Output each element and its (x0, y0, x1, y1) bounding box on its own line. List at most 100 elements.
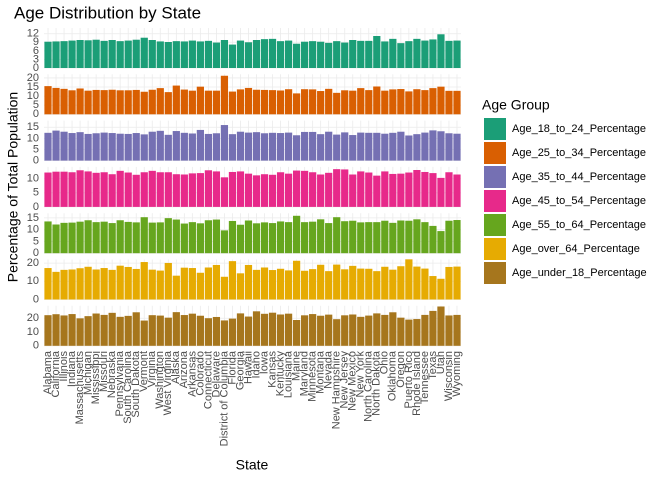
bar (357, 268, 365, 300)
bar (341, 269, 349, 300)
bar (445, 40, 453, 68)
bar (349, 40, 357, 68)
bar (92, 133, 100, 161)
bar (260, 267, 269, 300)
x-tick-label: New York (355, 351, 367, 398)
bar (132, 312, 140, 346)
bar (325, 271, 333, 300)
x-tick-label: Arizona (178, 350, 190, 388)
y-tick-label: 0 (33, 247, 39, 259)
bar (124, 172, 132, 207)
bar (52, 171, 60, 207)
bar (100, 221, 108, 254)
x-tick-label: Hawaii (242, 351, 254, 384)
bar (301, 315, 309, 346)
bar (132, 39, 140, 68)
bar (188, 268, 196, 300)
x-tick-label: Alaska (170, 350, 182, 384)
x-tick-label: South Dakota (130, 350, 142, 418)
bar (92, 313, 100, 346)
bar (220, 177, 229, 207)
bar (325, 223, 333, 254)
bar (52, 130, 60, 161)
bar (132, 89, 140, 115)
x-tick-label: Wisconsin (443, 351, 455, 401)
bar (365, 132, 373, 161)
bar (60, 131, 68, 161)
bar (252, 175, 261, 207)
x-tick-label: California (50, 350, 62, 397)
bar (188, 133, 196, 161)
bar (429, 39, 437, 68)
bar (389, 89, 397, 115)
x-tick-label: Rhode Island (411, 351, 423, 416)
y-tick-label: 12 (27, 28, 39, 40)
bar (180, 89, 188, 115)
bar (389, 38, 397, 68)
x-tick-label: Indiana (66, 350, 78, 387)
bar (445, 90, 453, 115)
bar (333, 264, 341, 300)
bar (68, 172, 76, 207)
bar (60, 269, 68, 300)
bar (204, 170, 213, 207)
bar (341, 132, 349, 161)
legend-key (484, 262, 506, 284)
x-tick-label: Oklahoma (387, 350, 399, 401)
bar (212, 133, 221, 161)
bar (140, 91, 148, 115)
x-tick-label: Washington (154, 351, 166, 409)
bar (60, 41, 68, 68)
x-tick-label: Montana (315, 350, 327, 394)
bar (172, 219, 180, 254)
x-tick-label: Florida (226, 350, 238, 385)
bar (212, 264, 221, 300)
bar (124, 133, 132, 161)
bar (148, 40, 156, 68)
bar (437, 177, 445, 207)
bar (52, 41, 60, 68)
bar (421, 40, 429, 68)
bar (292, 215, 301, 254)
bar (292, 320, 301, 346)
x-tick-label: Colorado (194, 351, 206, 396)
bar (196, 223, 204, 254)
bar (301, 222, 309, 254)
x-tick-label: District of Columbia (218, 350, 230, 446)
bar (196, 86, 204, 115)
legend-label: Age_55_to_64_Percentage (512, 219, 646, 231)
bar (172, 85, 180, 115)
legend-label: Age_over_64_Percentage (512, 243, 640, 255)
bar (132, 133, 140, 161)
bar (373, 175, 381, 207)
bar (76, 221, 84, 254)
y-tick-label: 5 (33, 99, 39, 111)
bar (405, 259, 413, 300)
chart-title: Age Distribution by State (14, 3, 201, 22)
bar (204, 133, 213, 161)
legend-label: Age_25_to_34_Percentage (512, 147, 646, 159)
bar (228, 261, 237, 300)
bar (317, 264, 325, 300)
y-tick-label: 15 (27, 81, 39, 93)
bar (453, 220, 461, 254)
bar (196, 173, 204, 207)
y-tick-label: 15 (27, 212, 39, 224)
bar (172, 275, 180, 300)
bar (52, 224, 60, 254)
bar (365, 268, 373, 300)
bar (148, 269, 156, 300)
bar (124, 315, 132, 346)
bar (292, 135, 301, 161)
bar (100, 314, 108, 346)
bar (309, 89, 317, 115)
bar (188, 90, 196, 115)
legend-label: Age_under_18_Percentage (512, 267, 647, 279)
bar (172, 312, 180, 346)
bar (236, 89, 245, 115)
bar (220, 320, 229, 346)
bar (365, 90, 373, 115)
bar (276, 221, 285, 254)
bar (292, 170, 301, 207)
bar (148, 170, 156, 207)
